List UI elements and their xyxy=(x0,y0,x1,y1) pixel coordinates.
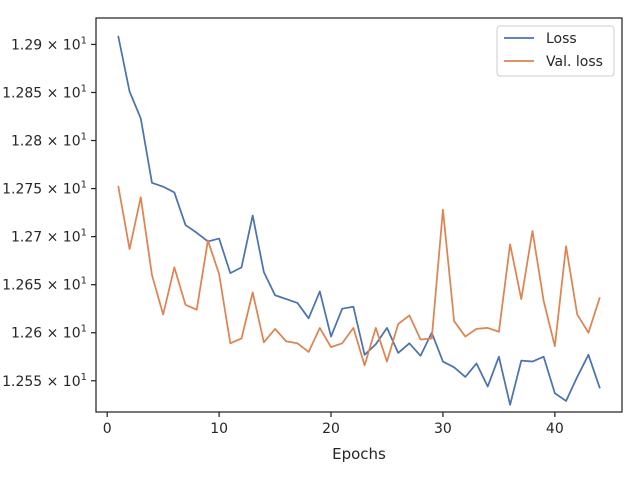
x-axis-ticks: 0 10 20 30 40 xyxy=(103,412,564,437)
y-tick-label: 1.275 × 101 xyxy=(2,180,87,198)
plot-frame xyxy=(95,17,623,413)
y-tick-label: 1.28 × 101 xyxy=(11,132,87,150)
plot-background xyxy=(96,18,622,412)
series-line-loss xyxy=(117,35,601,406)
x-tick-label: 0 xyxy=(103,421,112,437)
y-tick-label: 1.255 × 101 xyxy=(2,372,87,390)
y-tick-label: 1.26 × 101 xyxy=(11,324,87,342)
series-line-val-loss xyxy=(117,185,601,367)
y-tick-label: 1.27 × 101 xyxy=(11,228,87,246)
y-tick-label: 1.29 × 101 xyxy=(11,35,87,53)
y-axis-ticks: 1.255 × 101 1.26 × 101 1.265 × 101 1.27 × 1… xyxy=(2,35,96,390)
x-tick-label: 10 xyxy=(210,421,228,437)
x-tick-label: 20 xyxy=(322,421,340,437)
x-tick-label: 30 xyxy=(434,421,452,437)
x-axis-label: Epochs xyxy=(332,445,386,463)
legend-label-loss: Loss xyxy=(546,31,577,47)
series-lines xyxy=(117,35,601,406)
x-tick-label: 40 xyxy=(546,421,564,437)
y-tick-label: 1.285 × 101 xyxy=(2,83,87,101)
legend-label-val-loss: Val. loss xyxy=(546,54,603,70)
y-tick-label: 1.265 × 101 xyxy=(2,276,87,294)
legend: Loss Val. loss xyxy=(496,25,615,77)
